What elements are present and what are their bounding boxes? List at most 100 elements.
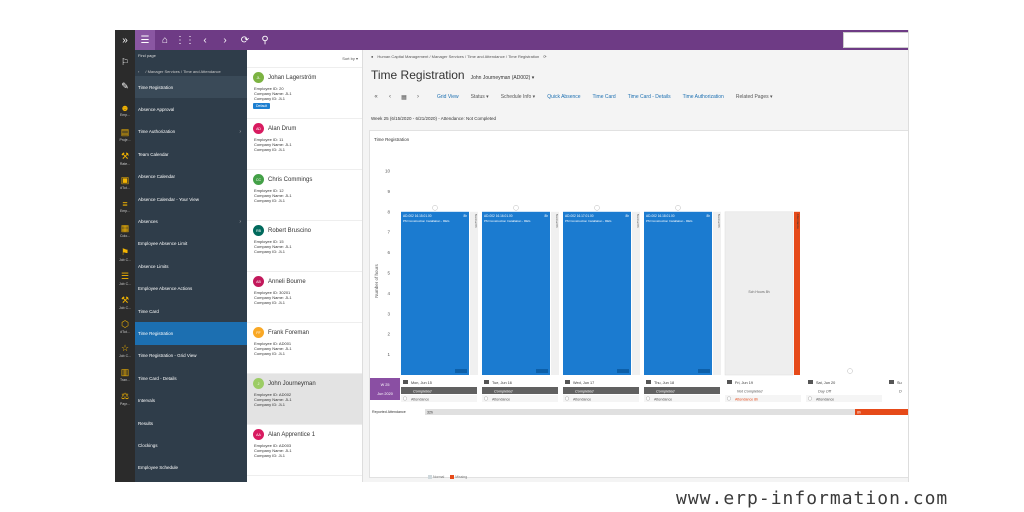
add-attendance-icon[interactable]: [564, 396, 569, 401]
next-icon[interactable]: ›: [417, 94, 419, 100]
add-icon[interactable]: [513, 205, 519, 211]
box-icon[interactable]: ⬡ #Tot...: [115, 314, 135, 338]
pencil-icon[interactable]: ✎: [115, 74, 135, 98]
employee-card[interactable]: AD Alan Drum Employee ID: 11 Company Name: …: [247, 119, 362, 170]
toolbar-grid-view[interactable]: Grid View: [431, 92, 465, 102]
add-attendance-icon[interactable]: [483, 396, 488, 401]
toolbar-time-card-details[interactable]: Time Card - Details: [622, 92, 677, 102]
toolbar-time-card[interactable]: Time Card: [587, 92, 622, 102]
nav-item[interactable]: Time Registration: [135, 322, 247, 345]
nav-item[interactable]: Team Calendar: [135, 143, 247, 165]
toolbar-related-pages[interactable]: Related Pages ▾: [730, 92, 779, 102]
list2-icon[interactable]: ☰ Job C...: [115, 266, 135, 290]
add-attendance-icon[interactable]: [808, 396, 813, 401]
hours-bar[interactable]: [401, 211, 469, 375]
find-page-label[interactable]: Find page: [138, 53, 156, 58]
money-icon[interactable]: ⚖ Payr...: [115, 386, 135, 410]
add-icon[interactable]: [847, 368, 853, 374]
nav-item[interactable]: Employee Absence Actions: [135, 278, 247, 300]
bar-actions[interactable]: [536, 369, 548, 373]
add-attendance-icon[interactable]: [727, 396, 732, 401]
pin-icon[interactable]: ▥ Tran...: [115, 362, 135, 386]
star-icon[interactable]: ☆ Job C...: [115, 338, 135, 362]
employee-card[interactable]: FF Frank Foreman Employee ID: AD001 Company…: [247, 323, 362, 374]
nav-item[interactable]: Results: [135, 412, 247, 434]
tools-icon[interactable]: ⚒ Job C...: [115, 290, 135, 314]
record-icon[interactable]: ▦: [401, 94, 407, 101]
nav-item[interactable]: Employee Absence Limit: [135, 233, 247, 255]
toolbar-time-authorization[interactable]: Time Authorization: [677, 92, 730, 102]
employee-card[interactable]: AB Anneli Bourne Employee ID: 30201 Company…: [247, 272, 362, 323]
rail-caption: Emp...: [119, 209, 131, 213]
toolbar-status[interactable]: Status ▾: [465, 92, 495, 102]
scheduled-slot[interactable]: [724, 211, 794, 376]
employee-id: Employee ID: AD002: [254, 392, 292, 397]
employee-name: John Journeyman: [268, 380, 316, 387]
week-badge[interactable]: [370, 378, 400, 400]
home-icon[interactable]: ⌂: [161, 34, 169, 46]
hours-bar[interactable]: [563, 211, 631, 375]
add-icon[interactable]: [675, 205, 681, 211]
nav-item[interactable]: Intervals: [135, 389, 247, 411]
employee-name: Robert Bruscino: [268, 227, 312, 234]
nav-item-label: Absences: [138, 219, 158, 225]
bar-actions[interactable]: [455, 369, 467, 373]
forward-icon[interactable]: ›: [223, 34, 227, 46]
nav-item[interactable]: Absences ›: [135, 210, 247, 232]
job-icon[interactable]: ⚑ Job C...: [115, 242, 135, 266]
nav-item[interactable]: Time Card - Details: [135, 367, 247, 389]
calendar-icon: [403, 380, 408, 384]
back-icon[interactable]: ‹: [203, 34, 207, 46]
nav-item[interactable]: Absence Limits: [135, 255, 247, 277]
bar-actions[interactable]: [698, 369, 710, 373]
add-attendance-icon[interactable]: [646, 396, 651, 401]
nav-item[interactable]: Clockings: [135, 434, 247, 456]
calendar-icon: [646, 380, 651, 384]
caret-down-icon[interactable]: ▾: [531, 75, 535, 81]
nav-item[interactable]: Absence Approval: [135, 98, 247, 120]
bar-title: AD-002 16.17.01.00: [565, 214, 594, 218]
search-icon[interactable]: ⚲: [261, 34, 269, 46]
rate-icon[interactable]: ⚒ Rate...: [115, 146, 135, 170]
list-icon[interactable]: ≡ Emp...: [115, 194, 135, 218]
nav-item[interactable]: Time Authorization ›: [135, 121, 247, 143]
previous-icon[interactable]: ‹: [389, 94, 391, 100]
expand-icon[interactable]: »: [115, 30, 135, 50]
first-icon[interactable]: «: [374, 94, 378, 100]
hours-bar[interactable]: [644, 211, 712, 375]
sort-by-control[interactable]: Sort by ▾: [247, 50, 362, 68]
bar-actions[interactable]: [617, 369, 629, 373]
employee-card[interactable]: AA Alan Apprentice 1 Employee ID: AD003 Com…: [247, 425, 362, 476]
calendar-icon[interactable]: ▦ Colo...: [115, 218, 135, 242]
add-attendance-icon[interactable]: [403, 396, 408, 401]
nav-item[interactable]: Time Card: [135, 300, 247, 322]
global-search-input[interactable]: [843, 32, 908, 48]
nav-back-icon[interactable]: ‹: [138, 68, 140, 74]
toolbar: « ‹ ▦ › Grid View Status ▾ Schedule Info ▾…: [369, 90, 903, 104]
refresh-icon[interactable]: ⟳: [543, 53, 547, 59]
add-icon[interactable]: [594, 205, 600, 211]
nav-item[interactable]: Employee Schedule: [135, 457, 247, 479]
project-icon[interactable]: ▤ Proje...: [115, 122, 135, 146]
menu-icon[interactable]: ☰: [135, 30, 155, 50]
nav-item[interactable]: Absence Calendar - Your View: [135, 188, 247, 210]
apps-icon[interactable]: ⋮⋮: [175, 34, 195, 46]
employee-icon[interactable]: ☻ Emp...: [115, 98, 135, 122]
employee-card[interactable]: JL Johan Lagerström Employee ID: 20 Company…: [247, 68, 362, 119]
hours-bar[interactable]: [482, 211, 550, 375]
toolbar-quick-absence[interactable]: Quick Absence: [541, 92, 586, 102]
folder-icon[interactable]: ▣ #Tot...: [115, 170, 135, 194]
employee-card[interactable]: RB Robert Bruscino Employee ID: 15 Company …: [247, 221, 362, 272]
bookmark-icon[interactable]: ⚐: [115, 50, 135, 74]
add-icon[interactable]: [432, 205, 438, 211]
nav-item[interactable]: Time Registration - Grid View: [135, 345, 247, 367]
user-selector[interactable]: John Journeyman (AD002) ▾: [470, 75, 535, 81]
refresh-icon[interactable]: ⟳: [240, 34, 250, 46]
toolbar-schedule-info[interactable]: Schedule Info ▾: [495, 92, 542, 102]
employee-card[interactable]: CC Chris Commings Employee ID: 12 Company N…: [247, 170, 362, 221]
nav-item[interactable]: Time Registration: [135, 76, 247, 99]
nav-item[interactable]: Absence Calendar: [135, 166, 247, 188]
navigator-breadcrumb[interactable]: ‹ / Manager Services / Time and Attendanc…: [138, 68, 221, 74]
employee-card[interactable]: J John Journeyman Employee ID: AD002 Compan…: [247, 374, 362, 425]
employee-name: Chris Commings: [268, 176, 313, 183]
